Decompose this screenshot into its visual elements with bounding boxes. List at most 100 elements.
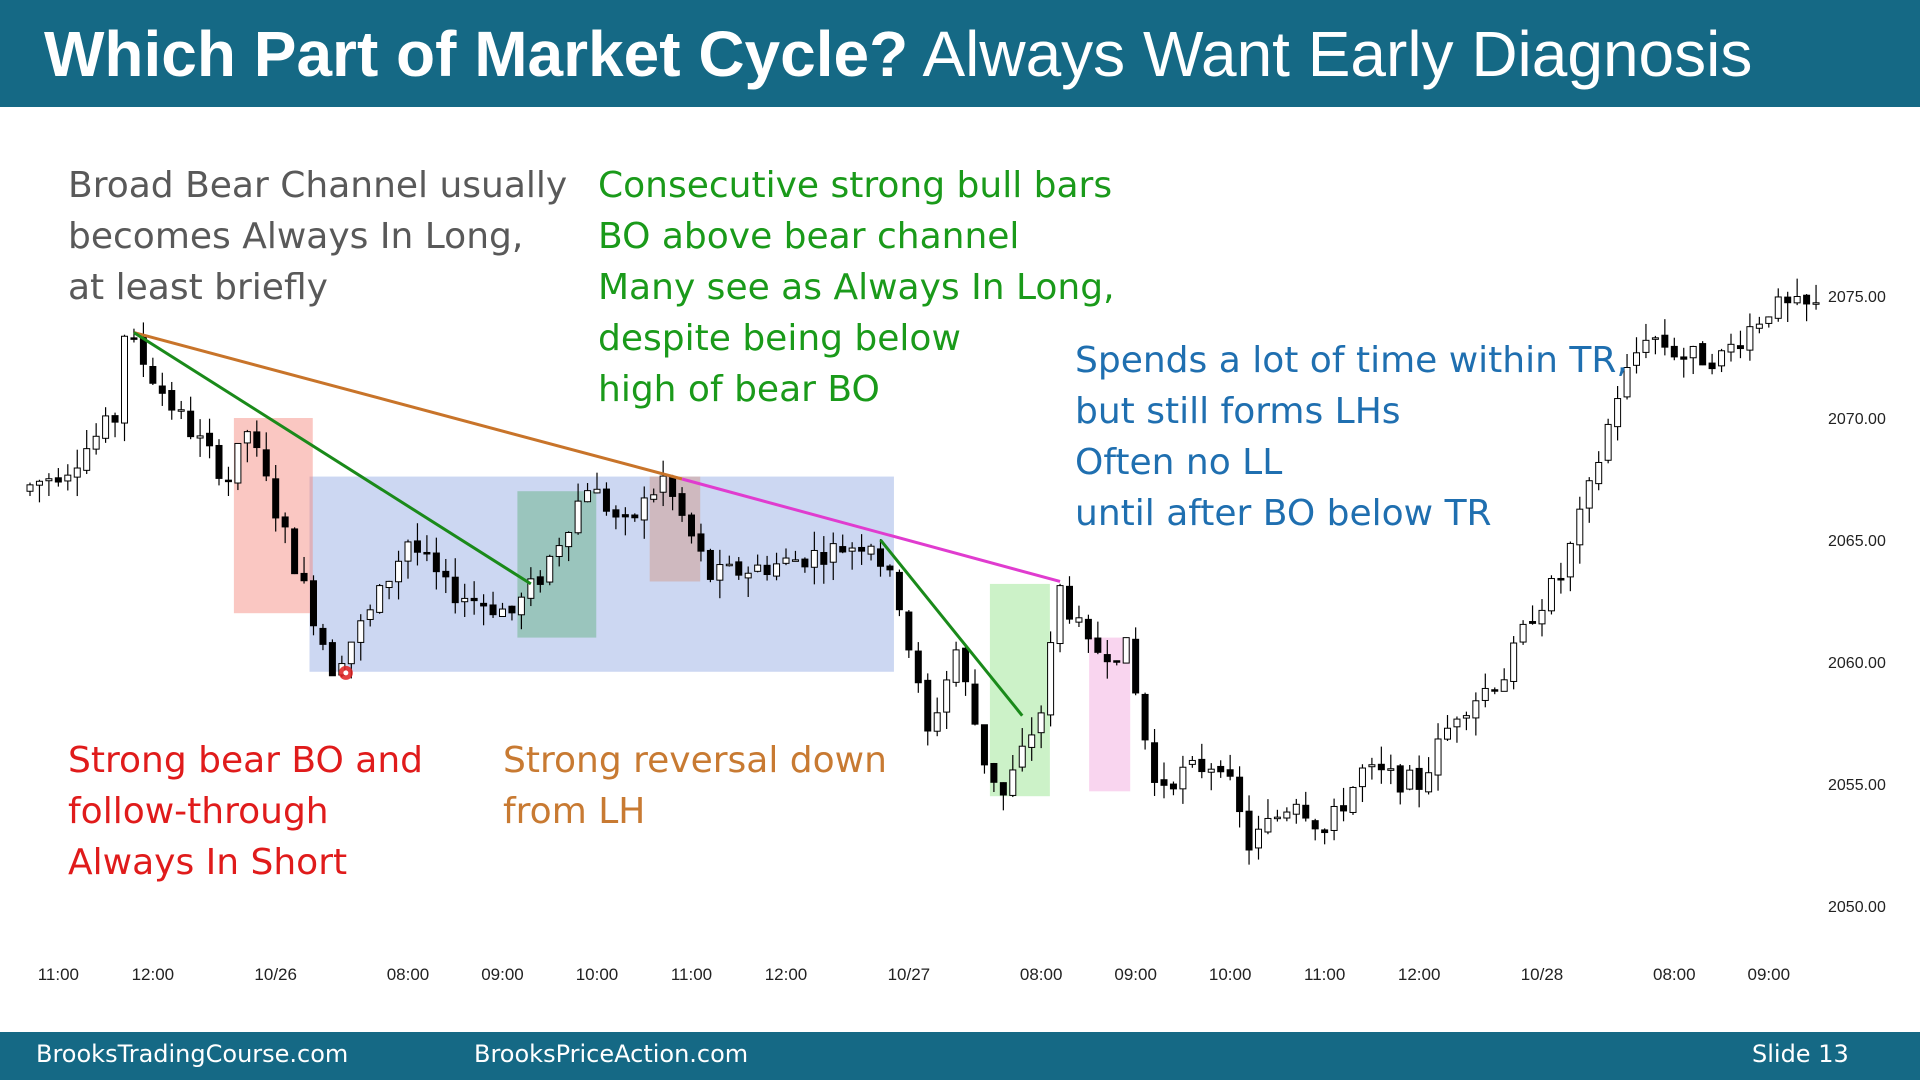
y-tick-label: 2065.00: [1828, 533, 1886, 550]
bull-candle: [1510, 642, 1518, 682]
bull-candle: [848, 547, 856, 552]
bull-candle: [555, 545, 563, 557]
bull-candle: [1547, 578, 1555, 612]
annotation-trading-range: Spends a lot of time within TR, but stil…: [1075, 335, 1628, 539]
bull-candle: [1472, 700, 1480, 719]
bear-candle: [1699, 343, 1707, 366]
annotation-line: Spends a lot of time within TR,: [1075, 340, 1628, 381]
bear-candle: [877, 548, 884, 567]
bear-candle: [470, 597, 478, 602]
bull-candle: [1755, 323, 1763, 329]
x-tick-label: 11:00: [38, 965, 79, 984]
title-regular-part: Always Want Early Diagnosis: [922, 18, 1753, 90]
bull-candle: [64, 474, 72, 482]
bull-candle: [234, 442, 242, 484]
trend-line-orange: [133, 331, 683, 481]
bear-candle: [1670, 345, 1678, 358]
bull-candle: [546, 555, 554, 583]
bear-candle: [980, 724, 988, 766]
bear-candle: [1321, 829, 1329, 834]
bull-candle: [1056, 585, 1064, 645]
bear-candle: [735, 561, 743, 576]
bear-candle: [319, 627, 327, 645]
bear-candle: [895, 571, 903, 611]
bull-candle: [1283, 811, 1291, 819]
annotation-line: Many see as Always In Long,: [598, 267, 1115, 308]
annotation-line: Broad Bear Channel usually: [68, 165, 568, 206]
bear-candle: [1415, 767, 1423, 790]
x-tick-label: 12:00: [765, 965, 808, 984]
bull-candle: [385, 580, 393, 589]
annotation-line: from LH: [503, 791, 646, 832]
x-tick-label: 10/27: [888, 965, 931, 984]
bull-candle: [650, 494, 658, 500]
bear-candle: [451, 576, 459, 604]
annotation-broad-bear-channel: Broad Bear Channel usually becomes Alway…: [68, 160, 567, 313]
bear-candle: [272, 478, 280, 519]
bear-candle: [1245, 810, 1253, 851]
bull-candle: [1188, 759, 1196, 765]
bull-candle: [659, 475, 667, 493]
bull-candle: [952, 649, 960, 683]
bear-candle: [678, 493, 686, 516]
bull-candle: [1633, 352, 1640, 366]
bear-candle: [706, 549, 714, 580]
bull-candle: [1774, 296, 1782, 319]
bull-candle: [593, 488, 601, 494]
bull-candle: [1604, 423, 1612, 461]
bull-candle: [1292, 803, 1300, 815]
bear-candle: [688, 514, 695, 537]
bear-candle: [999, 782, 1007, 796]
bear-candle: [54, 477, 62, 483]
trend-line-magenta: [681, 477, 1061, 583]
annotation-line: Consecutive strong bull bars: [598, 165, 1113, 206]
y-tick-label: 2075.00: [1828, 289, 1886, 306]
x-tick-label: 11:00: [1304, 965, 1345, 984]
bear-candle: [1708, 362, 1716, 370]
annotation-line: Strong reversal down: [503, 740, 887, 781]
y-tick-label: 2055.00: [1828, 777, 1886, 794]
bull-candle: [26, 484, 34, 492]
bear-candle: [224, 479, 232, 483]
bull-candle: [92, 435, 100, 450]
bull-candle: [527, 578, 535, 599]
bear-candle: [971, 683, 979, 725]
bull-candle: [347, 641, 355, 665]
bear-candle: [1217, 765, 1225, 773]
bull-candle: [1566, 542, 1574, 578]
bull-candle: [1122, 637, 1130, 664]
slide-footer: BrooksTradingCourse.com BrooksPriceActio…: [0, 1032, 1920, 1080]
bull-candle: [744, 572, 752, 579]
bull-candle: [716, 564, 724, 581]
bull-candle: [1009, 769, 1017, 796]
bear-candle: [1377, 763, 1385, 771]
bull-candle: [1179, 766, 1187, 790]
bull-candle: [791, 559, 799, 562]
bull-candle: [499, 608, 506, 617]
bull-candle: [1273, 816, 1281, 820]
bull-candle: [1642, 339, 1650, 353]
bull-candle: [196, 435, 204, 439]
bull-candle: [1264, 817, 1272, 833]
bull-candle: [1368, 764, 1376, 768]
bull-candle: [810, 549, 818, 568]
shaded-box-bull-bars: [517, 491, 597, 638]
x-axis: 11:00 12:00 10/26 08:00 09:00 10:00 11:00 12:00…: [38, 965, 1790, 984]
bull-candle: [73, 467, 81, 478]
x-tick-label: 08:00: [387, 965, 430, 984]
bear-candle: [423, 551, 431, 555]
bear-candle: [886, 565, 894, 571]
bear-candle: [215, 444, 223, 479]
x-tick-label: 09:00: [481, 965, 524, 984]
bull-candle: [376, 585, 384, 613]
bull-candle: [517, 596, 525, 616]
bull-candle: [1387, 768, 1395, 771]
bull-candle: [1444, 727, 1451, 740]
bear-candle: [489, 604, 497, 616]
annotation-bull-bars: Consecutive strong bull bars BO above be…: [598, 160, 1115, 415]
bull-candle: [1623, 366, 1631, 398]
bear-candle: [1491, 689, 1499, 692]
bull-candle: [1349, 786, 1357, 813]
bull-candle: [782, 557, 790, 564]
annotation-line: despite being below: [598, 318, 961, 359]
